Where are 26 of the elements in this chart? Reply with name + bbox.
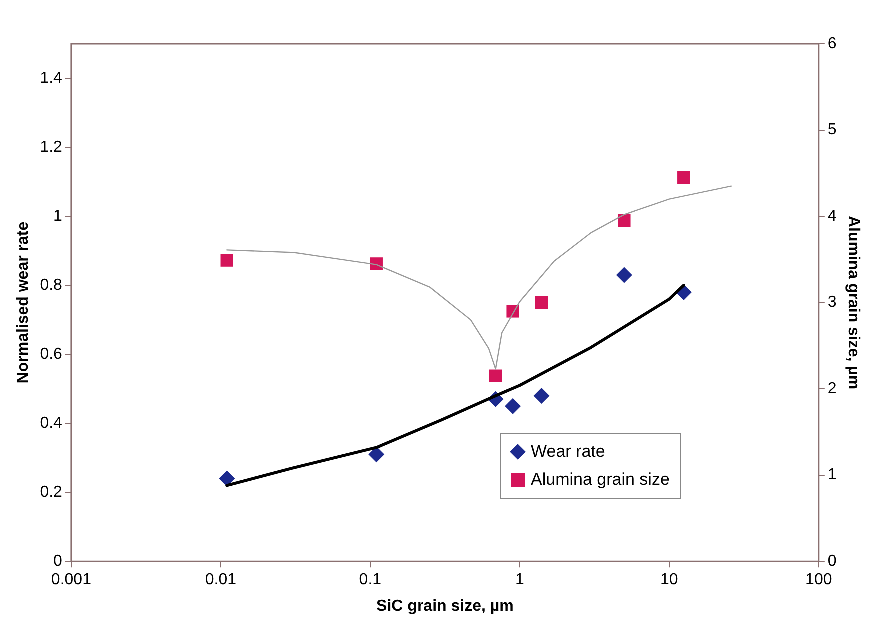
y2-axis-title: Alumina grain size, µm [844, 216, 862, 390]
x-axis-title: SiC grain size, µm [376, 598, 514, 615]
y2-tick-label: 6 [828, 35, 837, 52]
y-tick-label: 0.4 [40, 414, 63, 432]
legend-label: Alumina grain size [531, 470, 670, 490]
y-axis-title: Normalised wear rate [15, 222, 32, 384]
y-tick-label: 0.2 [40, 484, 63, 501]
x-tick-label: 1 [515, 572, 524, 589]
x-tick-label: 10 [660, 572, 678, 589]
legend-label: Wear rate [531, 442, 606, 462]
x-tick-label: 0.001 [51, 572, 92, 589]
y2-tick-label: 3 [828, 294, 837, 312]
y-tick-label: 0 [54, 553, 63, 570]
x-tick-label: 100 [806, 572, 832, 589]
y2-tick-label: 5 [828, 122, 837, 139]
y-tick-label: 0.6 [40, 346, 63, 363]
y-tick-label: 1.4 [40, 70, 63, 87]
x-tick-label: 0.1 [359, 572, 382, 589]
y-tick-label: 1 [54, 208, 63, 225]
y-tick-label: 0.8 [40, 276, 63, 294]
y2-tick-label: 1 [828, 466, 837, 484]
y2-tick-label: 2 [828, 380, 837, 398]
y2-tick-label: 4 [828, 208, 837, 225]
y-tick-label: 1.2 [40, 138, 63, 156]
x-tick-label: 0.01 [205, 572, 237, 589]
y2-tick-label: 0 [828, 553, 837, 570]
